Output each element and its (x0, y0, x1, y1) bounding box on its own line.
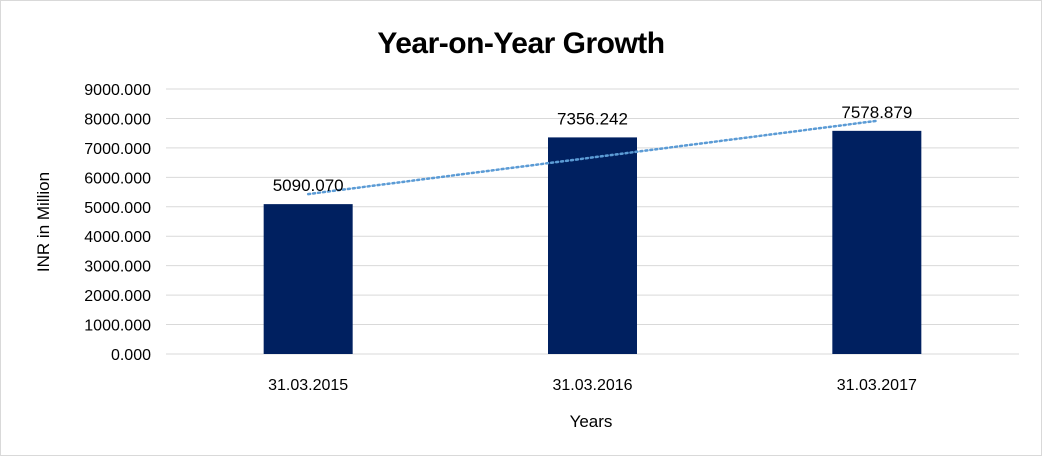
y-tick-label: 8000.000 (84, 111, 151, 128)
y-tick-label: 9000.000 (84, 82, 151, 99)
x-axis-ticks: 31.03.2015 31.03.2016 31.03.2017 (268, 377, 917, 394)
data-labels: 5090.070 7356.242 7578.879 (273, 103, 913, 195)
trendline (306, 119, 879, 196)
trendline-group (306, 119, 879, 196)
y-tick-label: 5000.000 (84, 200, 151, 217)
data-label: 7578.879 (841, 103, 912, 122)
y-tick-label: 4000.000 (84, 229, 151, 246)
y-tick-label: 2000.000 (84, 288, 151, 305)
data-label: 7356.242 (557, 109, 628, 128)
bar-31.03.2015 (263, 204, 353, 354)
y-axis-title: INR in Million (34, 172, 53, 272)
data-label: 5090.070 (273, 176, 344, 195)
bar-31.03.2017 (832, 130, 922, 354)
x-tick-label: 31.03.2015 (268, 377, 348, 394)
bars (263, 130, 922, 354)
x-tick-label: 31.03.2017 (837, 377, 917, 394)
y-tick-label: 3000.000 (84, 259, 151, 276)
bar-31.03.2016 (548, 137, 637, 354)
x-axis-title: Years (570, 412, 613, 431)
y-tick-label: 1000.000 (84, 318, 151, 335)
y-tick-label: 7000.000 (84, 141, 151, 158)
y-tick-label: 0.000 (111, 347, 151, 364)
y-axis-ticks: 0.000 1000.000 2000.000 3000.000 4000.000 500… (84, 82, 151, 364)
x-tick-label: 31.03.2016 (552, 377, 632, 394)
chart-title: Year-on-Year Growth (377, 27, 664, 60)
y-tick-label: 6000.000 (84, 170, 151, 187)
